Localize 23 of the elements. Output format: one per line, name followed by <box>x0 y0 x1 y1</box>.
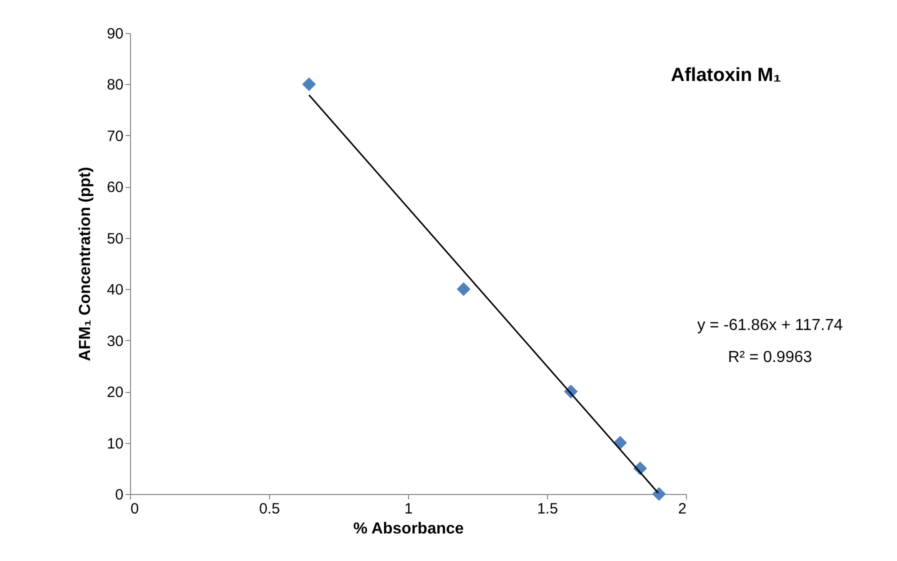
y-tick-label: 80 <box>106 76 124 94</box>
point <box>456 282 470 296</box>
point <box>652 487 666 501</box>
y-tick-label: 50 <box>106 230 124 248</box>
y-tick-label: 20 <box>106 384 124 402</box>
y-tick-label: 0 <box>115 486 124 504</box>
x-tick-label: 2 <box>678 500 686 518</box>
x-tick-label: 1 <box>404 500 413 518</box>
x-tick-label: 1.5 <box>537 500 558 518</box>
text: R² = 0.9963 <box>728 349 812 366</box>
y-axis-title: AFM₁ Concentration (ppt) <box>76 166 94 362</box>
text: y = -61.86x + 117.74 <box>697 317 843 334</box>
x-tick-label: 0 <box>130 500 139 518</box>
text: Aflatoxin M₁ <box>670 65 782 86</box>
y-tick-label: 30 <box>106 332 124 350</box>
y-tick-label: 60 <box>106 179 124 196</box>
x-axis-title: % Absorbance <box>353 520 464 538</box>
point <box>302 77 316 92</box>
y-tick-label: 90 <box>106 26 124 42</box>
y-tick-label: 10 <box>106 435 124 452</box>
x-tick-label: 0.5 <box>259 500 280 518</box>
y-tick-label: 70 <box>106 128 124 145</box>
y-tick-label: 40 <box>106 282 124 299</box>
